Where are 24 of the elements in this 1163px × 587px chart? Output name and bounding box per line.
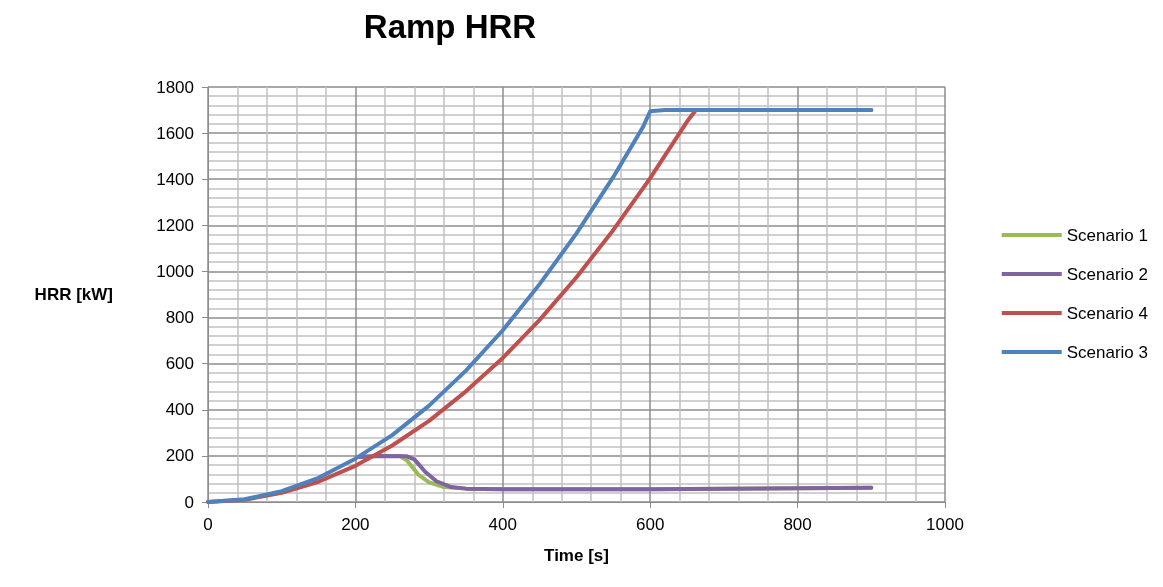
y-tick-label: 400 [165,400,194,420]
legend-label: Scenario 4 [1066,303,1149,323]
y-tick-label: 200 [165,446,194,466]
x-tick-label: 0 [203,515,213,534]
line-series [206,108,874,504]
legend-label: Scenario 3 [1066,342,1149,362]
chart-title: Ramp HRR [363,8,537,45]
y-tick-label: 1600 [156,123,194,143]
x-tick-label: 200 [341,515,370,534]
y-axis-title: HRR [kW] [34,285,113,304]
x-tick-label: 600 [636,515,665,534]
y-tick-label: 1800 [156,77,194,97]
legend-label: Scenario 1 [1066,225,1149,245]
legend-label: Scenario 2 [1066,264,1149,284]
x-tick-label: 800 [783,515,812,534]
x-tick-label: 400 [488,515,517,534]
y-tick-label: 1200 [156,215,194,235]
y-tick-label: 600 [165,354,194,374]
y-tick-label: 800 [165,308,194,328]
y-tick-label: 0 [184,492,194,512]
y-tick-label: 1000 [156,261,194,281]
x-tick-label: 1000 [926,515,964,534]
y-tick-label: 1400 [156,169,194,189]
x-axis-title: Time [s] [544,546,609,565]
